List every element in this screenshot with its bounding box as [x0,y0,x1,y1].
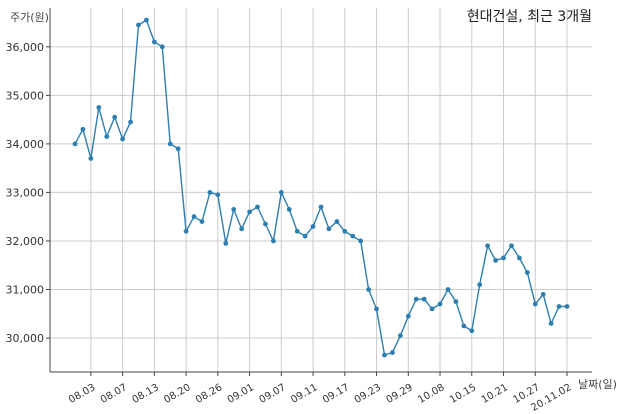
data-point [501,255,506,261]
data-point [310,224,316,229]
data-point [509,243,514,249]
data-point [390,350,395,355]
data-point [485,243,491,249]
data-point [540,291,546,297]
data-point [366,287,372,292]
y-tick-label: 31,000 [6,283,45,296]
data-point [96,105,102,110]
data-point [223,240,229,246]
data-point [231,207,237,212]
data-point [278,190,284,195]
x-tick-label: 08.26 [194,382,224,406]
data-point [524,270,530,275]
data-point [477,282,483,288]
series-line [74,19,567,356]
series-layer [72,17,570,358]
data-point [493,257,498,263]
data-point [516,255,522,261]
y-tick-label: 33,000 [6,186,45,199]
data-point [445,287,451,292]
data-point [302,233,308,239]
x-tick-label: 09.11 [289,382,319,406]
data-point [548,321,554,326]
data-point [374,306,379,312]
data-point [128,119,133,125]
grid-layer [50,8,592,372]
data-point [144,17,149,23]
x-tick-label: 10.15 [448,382,478,406]
axis-layer [49,8,592,373]
data-point [564,304,570,309]
x-tick-label: 10.08 [416,382,446,406]
data-point [239,226,245,232]
x-tick-label: 10.21 [480,382,510,406]
y-tick-layer: 30,000 31,000 32,000 33,000 34,000 35,000 36,0… [6,41,50,345]
data-point [175,146,181,152]
data-point [429,306,435,312]
data-point [255,204,260,210]
data-point [191,214,197,220]
data-point [382,352,387,358]
y-tick-label: 35,000 [6,89,45,102]
data-point [112,114,118,120]
y-tick-label: 36,000 [6,41,45,54]
data-point [342,228,348,234]
x-tick-label: 08.20 [162,382,192,406]
data-point [358,238,364,244]
x-tick-label: 09.01 [226,382,256,406]
data-point [183,228,189,234]
x-tick-label: 09.17 [321,382,351,406]
x-tick-label: 09.29 [384,382,414,406]
data-point [270,238,276,244]
data-point [286,207,292,212]
data-point [247,209,252,215]
data-point [80,126,86,132]
data-point [136,22,141,28]
x-axis-label: 날짜(일) [578,378,617,391]
data-point [437,301,443,307]
chart-title: 현대건설, 최근 3개월 [466,9,592,25]
data-point [88,156,94,161]
data-point [405,313,411,319]
y-tick-label: 30,000 [6,332,45,345]
x-tick-label: 09.23 [353,382,383,406]
data-point [350,233,356,239]
data-point [215,192,221,198]
data-point [334,219,340,224]
data-point [453,299,459,305]
y-tick-label: 32,000 [6,235,45,248]
data-point [120,136,126,142]
data-point [72,141,78,147]
data-point [469,328,475,334]
y-tick-label: 34,000 [6,138,45,151]
data-point [263,221,268,227]
data-point [532,301,538,307]
data-point [326,226,332,232]
data-point [318,204,324,210]
x-tick-label: 09.07 [258,382,288,406]
x-tick-label: 08.03 [67,382,97,406]
data-point [397,333,403,338]
data-point [294,228,300,234]
data-point [199,219,205,224]
data-point [167,141,173,147]
data-point [461,323,467,329]
x-tick-label: 08.07 [99,382,129,406]
data-point [413,296,419,302]
data-point [159,44,165,50]
data-point [556,304,562,309]
data-point [421,296,427,302]
x-tick-label: 08.13 [131,382,161,406]
y-axis-label: 주가(원) [10,11,49,24]
data-point [207,190,213,195]
data-point [104,134,110,140]
data-point [151,39,157,45]
x-tick-layer: 08.03 08.07 08.13 08.20 08.26 09.01 09.07 09.11… [67,372,574,414]
